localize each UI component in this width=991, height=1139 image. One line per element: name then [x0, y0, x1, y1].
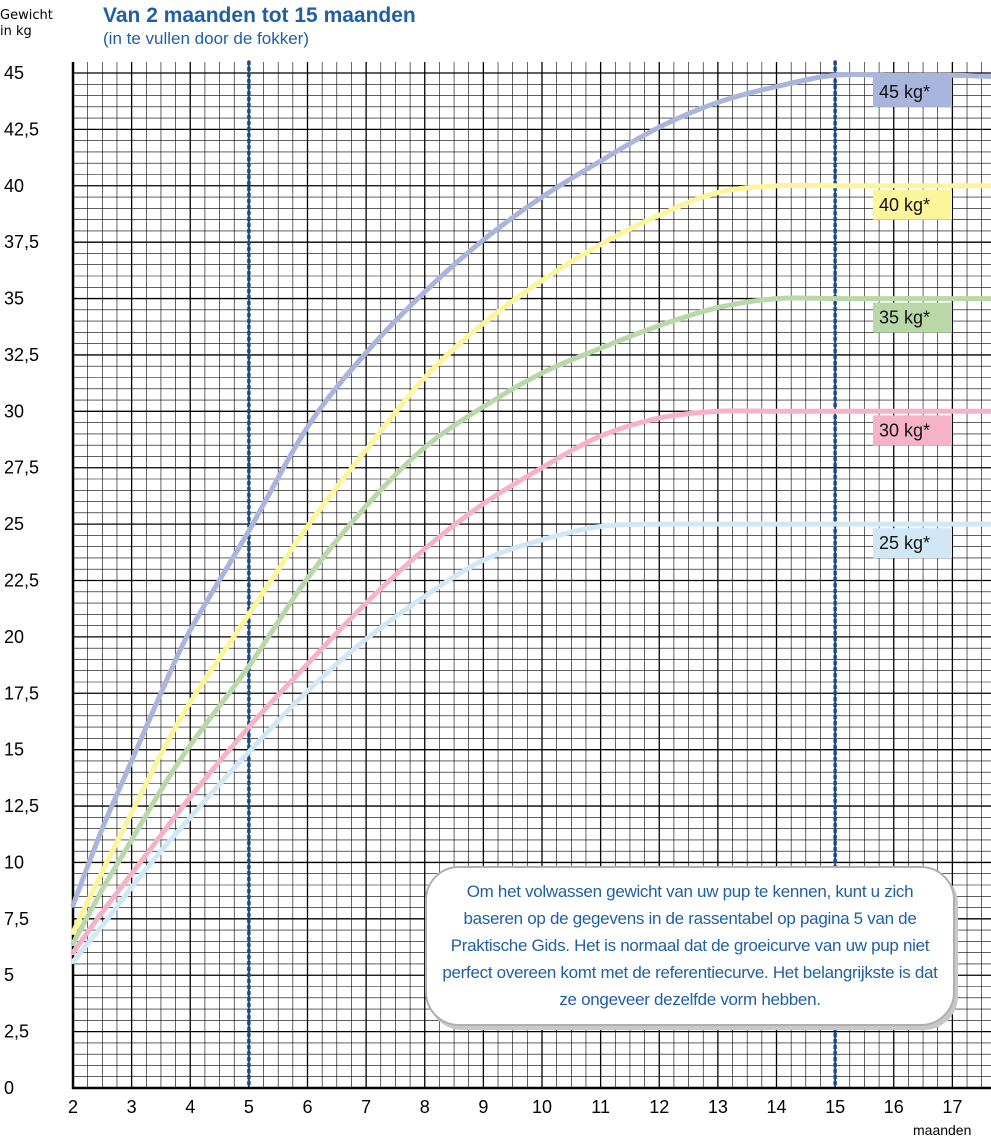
y-tick-label: 15: [4, 740, 24, 760]
curve-label-box: [873, 528, 952, 559]
x-tick-label: 10: [532, 1097, 552, 1117]
x-tick-label: 17: [942, 1097, 962, 1117]
y-tick-label: 42,5: [4, 119, 39, 139]
x-axis-label: maanden: [913, 1122, 972, 1138]
x-tick-label: 6: [302, 1097, 312, 1117]
y-tick-labels: 0 2,5 5 7,5 10 12,5 15 17,5 20 22,5 25 27,5 30 32,5 35…: [4, 63, 39, 1098]
curve-label-box: [873, 415, 952, 446]
y-axis-label-line1: Gewicht: [0, 8, 53, 23]
x-tick-label: 13: [708, 1097, 728, 1117]
curve-label-box: [873, 77, 952, 107]
chart-subtitle: (in te vullen door de fokker): [103, 29, 309, 48]
y-tick-label: 32,5: [4, 345, 39, 365]
y-tick-label: 27,5: [4, 458, 39, 478]
curve-label: 25 kg*: [879, 533, 930, 553]
x-tick-label: 9: [478, 1097, 488, 1117]
x-tick-label: 16: [884, 1097, 904, 1117]
chart-title: Van 2 maanden tot 15 maanden: [103, 4, 416, 27]
x-tick-label: 7: [361, 1097, 371, 1117]
growth-curves: [70, 71, 991, 965]
y-axis-label-line2: in kg: [0, 24, 32, 39]
y-tick-label: 5: [4, 965, 14, 985]
growth-curve-25kg: [70, 521, 991, 965]
x-tick-label: 11: [591, 1097, 610, 1117]
y-tick-label: 35: [4, 289, 24, 309]
y-tick-label: 0: [4, 1078, 14, 1098]
y-tick-label: 10: [4, 852, 24, 872]
x-tick-label: 15: [825, 1097, 845, 1117]
curve-label: 40 kg*: [879, 195, 930, 215]
x-tick-label: 4: [185, 1097, 195, 1117]
x-tick-label: 5: [244, 1097, 254, 1117]
y-tick-label: 12,5: [4, 796, 39, 816]
y-tick-label: 25: [4, 514, 24, 534]
y-tick-label: 45: [4, 63, 24, 83]
curve-label: 45 kg*: [879, 82, 930, 102]
y-tick-label: 40: [4, 176, 24, 196]
y-axis-label: Gewicht in kg: [0, 8, 53, 40]
growth-curve-40kg: [70, 182, 991, 935]
y-tick-label: 20: [4, 627, 24, 647]
x-tick-label: 3: [127, 1097, 137, 1117]
y-tick-label: 7,5: [4, 909, 29, 929]
curve-label: 30 kg*: [879, 420, 930, 440]
x-tick-labels: 23456789101112131415161718: [68, 1097, 962, 1117]
y-tick-label: 37,5: [4, 232, 39, 252]
y-tick-label: 30: [4, 401, 24, 421]
curve-label-box: [873, 302, 952, 333]
y-tick-label: 2,5: [4, 1022, 29, 1042]
y-tick-label: 22,5: [4, 571, 39, 591]
growth-curve-30kg: [70, 408, 991, 956]
curve-label-box: [873, 189, 952, 220]
x-tick-label: 8: [420, 1097, 430, 1117]
curve-labels: 45 kg* 40 kg* 35 kg* 30 kg* 25 kg*: [873, 77, 952, 559]
x-tick-label: 14: [766, 1097, 786, 1117]
growth-curve-45kg: [70, 71, 991, 908]
curve-label: 35 kg*: [879, 308, 930, 328]
x-tick-label: 2: [68, 1097, 78, 1117]
x-tick-label: 12: [649, 1097, 669, 1117]
y-tick-label: 17,5: [4, 683, 39, 703]
axes: [71, 62, 991, 1090]
growth-curve-35kg: [70, 295, 991, 947]
info-note: Om het volwassen gewicht van uw pup te k…: [425, 866, 955, 1026]
